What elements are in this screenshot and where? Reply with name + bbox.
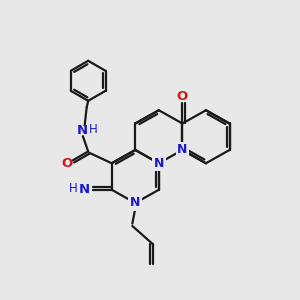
Text: N: N	[130, 196, 140, 209]
Text: O: O	[61, 157, 73, 170]
Text: O: O	[177, 91, 188, 103]
Text: H: H	[69, 182, 78, 195]
Text: N: N	[177, 143, 188, 157]
Text: N: N	[154, 157, 164, 170]
Text: N: N	[79, 183, 90, 196]
Text: H: H	[89, 123, 98, 136]
Text: N: N	[77, 124, 88, 137]
